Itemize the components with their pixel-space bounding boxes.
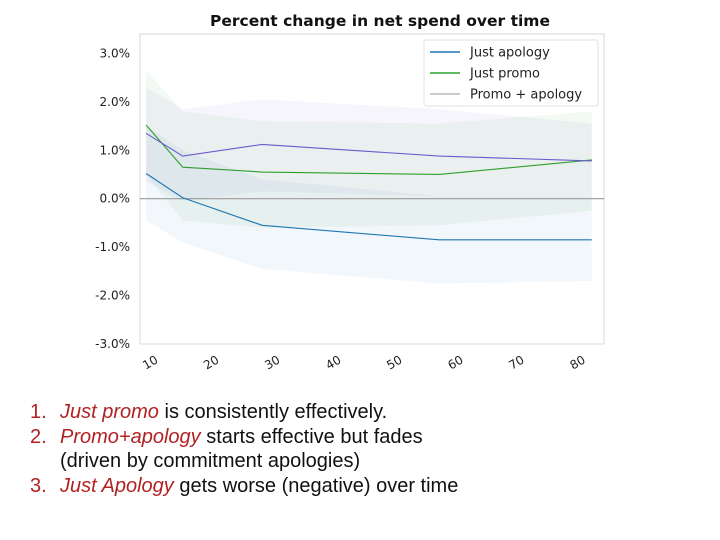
x-tick-label: 30 <box>262 353 282 373</box>
series-line <box>145 173 592 241</box>
takeaways-list: 1. Just promo is consistently effectively… <box>30 400 458 498</box>
takeaway-number: 1. <box>30 401 47 423</box>
series-line <box>145 124 592 176</box>
x-tick-label: 10 <box>140 353 160 373</box>
x-tick-label: 40 <box>323 353 343 373</box>
legend-label: Just promo <box>469 67 540 82</box>
confidence-band <box>146 70 592 228</box>
legend-label: Just apology <box>469 46 550 61</box>
takeaway-emphasis: Promo+apology <box>60 425 201 448</box>
legend: Just apology Just promo Promo + apology <box>423 39 599 107</box>
takeaway-number: 3. <box>30 474 47 497</box>
takeaway-number: 2. <box>30 425 47 448</box>
y-tick-label: 1.0% <box>100 143 131 157</box>
line-chart: Percent change in net spend over time 3.… <box>95 12 605 373</box>
confidence-band <box>146 126 592 284</box>
chart-title: Percent change in net spend over time <box>210 12 550 30</box>
legend-box <box>423 39 599 107</box>
takeaway-item: 2. Promo+apology starts effective but fad… <box>30 425 458 474</box>
y-tick-label: 2.0% <box>100 95 131 109</box>
x-tick-label: 70 <box>506 353 526 373</box>
legend-label: Promo + apology <box>470 88 582 103</box>
takeaway-text: is consistently effectively. <box>158 401 388 423</box>
takeaway-continuation: (driven by commitment apologies) <box>60 450 361 472</box>
y-tick-label: 0.0% <box>100 192 131 206</box>
x-tick-label: 20 <box>201 353 221 373</box>
plot-area: 3.0% 2.0% 1.0% 0.0% -1.0% -2.0% -3.0% 10 20 30 40 5… <box>95 33 605 373</box>
takeaway-text: starts effective but fades <box>200 425 423 448</box>
x-tick-label: 60 <box>445 353 465 373</box>
y-tick-label: 3.0% <box>100 46 131 60</box>
y-tick-label: -1.0% <box>95 240 130 254</box>
y-tick-label: -2.0% <box>95 289 130 303</box>
series-line <box>145 132 592 162</box>
takeaway-item: 1. Just promo is consistently effectively… <box>30 400 458 425</box>
y-tick-label: -3.0% <box>95 337 130 351</box>
confidence-band <box>146 87 592 202</box>
x-tick-label: 80 <box>567 353 587 373</box>
x-tick-label: 50 <box>384 353 404 373</box>
takeaway-emphasis: Just promo <box>60 401 159 423</box>
takeaway-text: gets worse (negative) over time <box>173 474 459 497</box>
takeaway-item: 3. Just Apology gets worse (negative) ove… <box>30 474 458 499</box>
takeaway-emphasis: Just Apology <box>60 474 174 497</box>
